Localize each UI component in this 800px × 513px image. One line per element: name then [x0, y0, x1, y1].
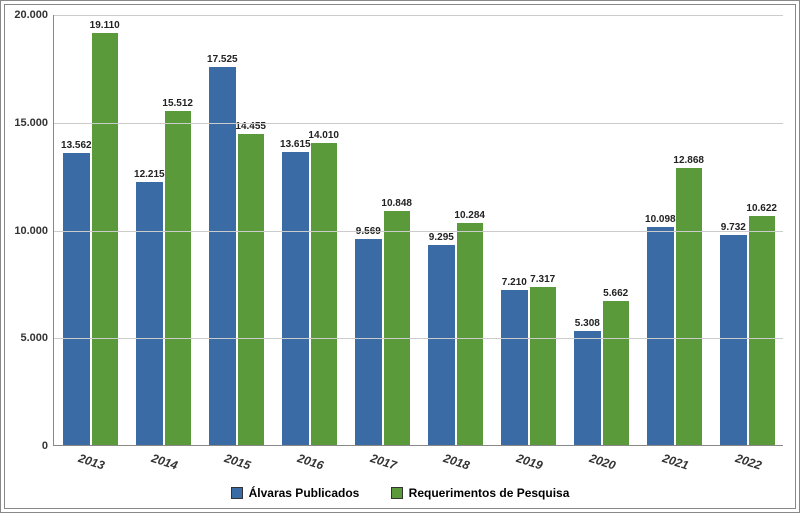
x-tick-label: 2013 [76, 451, 106, 473]
legend-item-series-0: Álvaras Publicados [231, 486, 360, 500]
x-tick-label: 2019 [514, 451, 544, 473]
x-tick-label: 2018 [441, 451, 471, 473]
bar-series-1: 14.010 [311, 143, 337, 445]
bar-series-0: 5.308 [574, 331, 600, 445]
x-tick-label: 2014 [149, 451, 179, 473]
legend: Álvaras Publicados Requerimentos de Pesq… [5, 486, 795, 502]
legend-label-series-1: Requerimentos de Pesquisa [409, 486, 570, 500]
bar-series-1: 10.622 [749, 216, 775, 445]
bar-value-label: 12.215 [134, 169, 165, 180]
bar-value-label: 9.732 [721, 222, 746, 233]
bar-series-1: 10.848 [384, 211, 410, 445]
y-tick-label: 15.000 [14, 117, 48, 129]
bar-series-1: 7.317 [530, 287, 556, 445]
bar-value-label: 12.868 [673, 155, 704, 166]
x-tick-label: 2020 [587, 451, 617, 473]
grid-line [54, 123, 783, 124]
chart-outer-frame: 13.56219.11012.21515.51217.52514.45513.6… [0, 0, 800, 513]
bar-value-label: 17.525 [207, 54, 238, 65]
y-tick-label: 5.000 [20, 332, 48, 344]
plot-area: 13.56219.11012.21515.51217.52514.45513.6… [53, 15, 783, 446]
bar-series-1: 14.455 [238, 134, 264, 446]
bar-series-1: 19.110 [92, 33, 118, 445]
chart-inner-frame: 13.56219.11012.21515.51217.52514.45513.6… [4, 4, 796, 509]
bar-series-0: 9.569 [355, 239, 381, 445]
grid-line [54, 338, 783, 339]
y-tick-label: 0 [42, 440, 48, 452]
bar-value-label: 13.562 [61, 140, 92, 151]
legend-swatch-series-0 [231, 487, 243, 499]
grid-line [54, 231, 783, 232]
bar-series-1: 15.512 [165, 111, 191, 445]
bar-value-label: 10.098 [645, 214, 676, 225]
x-tick-label: 2021 [660, 451, 690, 473]
x-tick-label: 2017 [368, 451, 398, 473]
legend-swatch-series-1 [391, 487, 403, 499]
legend-item-series-1: Requerimentos de Pesquisa [391, 486, 570, 500]
bar-value-label: 14.010 [308, 130, 339, 141]
bar-value-label: 7.317 [530, 274, 555, 285]
bar-series-0: 7.210 [501, 290, 527, 445]
x-tick-label: 2015 [222, 451, 252, 473]
x-tick-label: 2016 [295, 451, 325, 473]
bar-series-0: 9.295 [428, 245, 454, 445]
y-tick-label: 10.000 [14, 225, 48, 237]
bar-value-label: 7.210 [502, 277, 527, 288]
bar-value-label: 10.622 [746, 203, 777, 214]
bar-series-0: 13.615 [282, 152, 308, 445]
bar-value-label: 10.848 [381, 198, 412, 209]
bar-series-0: 17.525 [209, 67, 235, 445]
bar-series-0: 9.732 [720, 235, 746, 445]
grid-line [54, 15, 783, 16]
bar-value-label: 9.295 [429, 232, 454, 243]
x-tick-label: 2022 [733, 451, 763, 473]
legend-label-series-0: Álvaras Publicados [249, 486, 360, 500]
bar-series-0: 12.215 [136, 182, 162, 445]
bar-value-label: 19.110 [90, 20, 120, 31]
bar-series-0: 13.562 [63, 153, 89, 445]
bar-series-1: 12.868 [676, 168, 702, 445]
bar-value-label: 5.308 [575, 318, 600, 329]
bar-series-1: 5.662 [603, 301, 629, 445]
bar-series-1: 10.284 [457, 223, 483, 445]
bar-value-label: 10.284 [454, 210, 485, 221]
bar-value-label: 5.662 [603, 288, 628, 299]
y-tick-label: 20.000 [14, 9, 48, 21]
bar-series-0: 10.098 [647, 227, 673, 445]
bar-value-label: 13.615 [280, 139, 311, 150]
bar-value-label: 15.512 [162, 98, 193, 109]
